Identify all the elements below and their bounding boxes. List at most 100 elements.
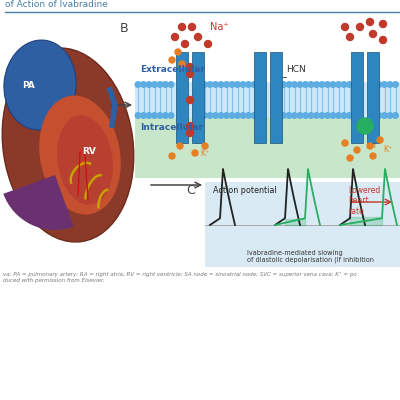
Circle shape [146, 113, 152, 118]
Circle shape [387, 113, 393, 118]
Circle shape [163, 113, 168, 118]
Circle shape [382, 113, 387, 118]
Circle shape [157, 113, 163, 118]
Circle shape [366, 18, 374, 26]
Circle shape [330, 113, 336, 118]
Circle shape [297, 82, 303, 87]
Circle shape [235, 113, 240, 118]
Circle shape [347, 155, 353, 161]
Bar [135, 20, 400, 178]
Circle shape [336, 113, 341, 118]
Circle shape [286, 113, 292, 118]
Circle shape [186, 122, 194, 130]
Circle shape [292, 82, 297, 87]
Circle shape [229, 82, 235, 87]
Circle shape [380, 36, 386, 44]
Bar [135, 118, 400, 178]
Circle shape [319, 113, 325, 118]
Text: Lowered
heart
rate: Lowered heart rate [348, 186, 380, 216]
Circle shape [393, 113, 398, 118]
Circle shape [303, 113, 308, 118]
Circle shape [141, 113, 146, 118]
Text: K⁺: K⁺ [383, 146, 392, 154]
Text: Na⁺: Na⁺ [210, 22, 229, 32]
Circle shape [177, 143, 183, 149]
Circle shape [341, 113, 347, 118]
Circle shape [286, 82, 292, 87]
Circle shape [152, 113, 157, 118]
Circle shape [192, 150, 198, 156]
Circle shape [357, 118, 373, 134]
Circle shape [393, 82, 398, 87]
Ellipse shape [4, 40, 76, 130]
Circle shape [367, 143, 373, 149]
Circle shape [182, 40, 188, 48]
Bar [254, 52, 266, 143]
Circle shape [186, 70, 194, 78]
Ellipse shape [39, 96, 121, 214]
Circle shape [377, 137, 383, 143]
Circle shape [382, 82, 387, 87]
Circle shape [135, 113, 141, 118]
Circle shape [376, 113, 382, 118]
Circle shape [207, 82, 213, 87]
Circle shape [186, 96, 194, 104]
Circle shape [207, 113, 213, 118]
Circle shape [346, 34, 354, 40]
Circle shape [251, 82, 257, 87]
Text: RV: RV [82, 148, 96, 156]
Text: va; PA = pulmonary artery; RA = right atria; RV = right ventricle; SA node = sin: va; PA = pulmonary artery; RA = right at… [3, 272, 357, 277]
Circle shape [157, 82, 163, 87]
Bar [205, 182, 400, 267]
Circle shape [370, 153, 376, 159]
Wedge shape [3, 175, 74, 230]
Circle shape [246, 113, 251, 118]
Text: B: B [120, 22, 129, 35]
Text: Ivabradine-mediated slowing
of diastolic depolarisation (If inhibition: Ivabradine-mediated slowing of diastolic… [247, 250, 374, 263]
Circle shape [172, 34, 178, 40]
Circle shape [380, 20, 386, 28]
Circle shape [188, 24, 196, 30]
Text: C: C [186, 184, 195, 197]
Circle shape [303, 82, 308, 87]
Circle shape [370, 30, 376, 38]
Circle shape [240, 82, 246, 87]
Circle shape [178, 24, 186, 30]
Circle shape [330, 82, 336, 87]
Circle shape [218, 113, 224, 118]
Circle shape [179, 61, 185, 67]
Circle shape [168, 82, 174, 87]
Circle shape [347, 82, 352, 87]
Circle shape [387, 82, 393, 87]
Circle shape [175, 49, 181, 55]
Circle shape [146, 82, 152, 87]
Circle shape [218, 82, 224, 87]
Circle shape [235, 82, 240, 87]
Text: duced with permission from Elsevier.: duced with permission from Elsevier. [3, 278, 104, 283]
Circle shape [308, 82, 314, 87]
Text: of Action of Ivabradine: of Action of Ivabradine [5, 0, 108, 9]
Circle shape [202, 82, 207, 87]
Circle shape [376, 82, 382, 87]
Circle shape [152, 82, 157, 87]
Ellipse shape [57, 115, 113, 205]
Circle shape [163, 82, 168, 87]
Text: HCN: HCN [286, 65, 306, 74]
Text: Intracellular: Intracellular [140, 123, 203, 132]
Bar [351, 52, 363, 143]
Circle shape [169, 153, 175, 159]
Circle shape [204, 40, 212, 48]
Text: PA: PA [22, 80, 35, 90]
Circle shape [246, 82, 251, 87]
Circle shape [135, 82, 141, 87]
Circle shape [213, 82, 218, 87]
Circle shape [251, 113, 257, 118]
Text: Extracellular: Extracellular [140, 65, 205, 74]
Circle shape [168, 113, 174, 118]
Circle shape [314, 82, 319, 87]
Circle shape [308, 113, 314, 118]
Circle shape [347, 113, 352, 118]
Circle shape [202, 113, 207, 118]
Text: K⁺: K⁺ [200, 148, 209, 158]
Bar [270, 52, 282, 143]
